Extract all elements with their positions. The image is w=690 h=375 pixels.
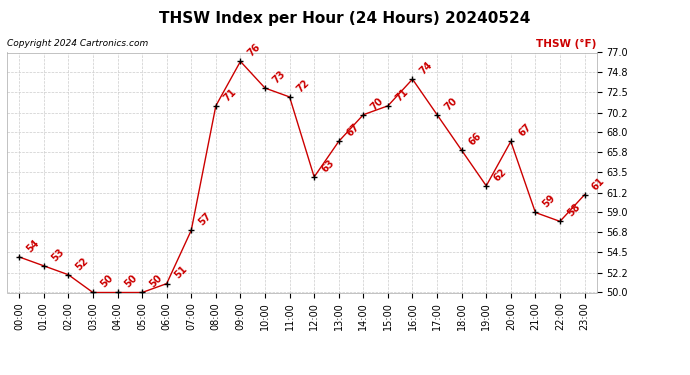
Text: 51: 51 [172, 264, 189, 281]
Text: THSW (°F): THSW (°F) [537, 39, 597, 50]
Text: 61: 61 [590, 176, 607, 192]
Text: 50: 50 [148, 273, 164, 290]
Text: 52: 52 [74, 255, 90, 272]
Text: 67: 67 [516, 122, 533, 139]
Text: 71: 71 [393, 87, 410, 103]
Text: 59: 59 [541, 193, 558, 210]
Text: 72: 72 [295, 78, 312, 94]
Text: THSW Index per Hour (24 Hours) 20240524: THSW Index per Hour (24 Hours) 20240524 [159, 11, 531, 26]
Text: 63: 63 [319, 158, 336, 174]
Text: 66: 66 [467, 131, 484, 147]
Text: 70: 70 [442, 95, 460, 112]
Text: 76: 76 [246, 42, 263, 58]
Text: 50: 50 [99, 273, 115, 290]
Text: 62: 62 [492, 166, 509, 183]
Text: 53: 53 [49, 246, 66, 263]
Text: 71: 71 [221, 87, 238, 103]
Text: 67: 67 [344, 122, 361, 139]
Text: 57: 57 [197, 211, 213, 228]
Text: Copyright 2024 Cartronics.com: Copyright 2024 Cartronics.com [7, 39, 148, 48]
Text: 54: 54 [25, 237, 41, 254]
Text: 74: 74 [418, 60, 435, 76]
Text: 73: 73 [270, 69, 287, 85]
Text: 50: 50 [123, 273, 139, 290]
Text: 70: 70 [369, 95, 386, 112]
Text: 58: 58 [566, 202, 582, 219]
